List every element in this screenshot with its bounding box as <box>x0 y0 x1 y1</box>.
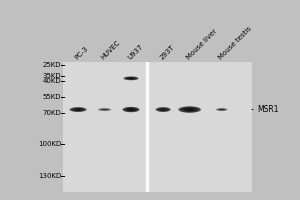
Ellipse shape <box>156 107 171 112</box>
Ellipse shape <box>124 77 139 80</box>
Ellipse shape <box>160 109 166 110</box>
Ellipse shape <box>103 109 106 110</box>
Ellipse shape <box>162 109 164 110</box>
Ellipse shape <box>218 109 225 110</box>
Ellipse shape <box>103 109 106 110</box>
Ellipse shape <box>187 109 193 110</box>
Ellipse shape <box>220 109 223 110</box>
Text: Mouse testis: Mouse testis <box>218 25 253 60</box>
Ellipse shape <box>183 108 196 111</box>
Ellipse shape <box>76 109 80 110</box>
Ellipse shape <box>130 109 132 110</box>
Ellipse shape <box>124 107 138 112</box>
Ellipse shape <box>126 108 136 111</box>
Ellipse shape <box>129 78 133 79</box>
Ellipse shape <box>101 109 108 110</box>
Ellipse shape <box>220 109 224 110</box>
Ellipse shape <box>100 109 109 110</box>
Ellipse shape <box>74 108 82 111</box>
Ellipse shape <box>188 109 191 110</box>
Ellipse shape <box>216 108 227 111</box>
Ellipse shape <box>219 109 224 110</box>
Ellipse shape <box>99 108 110 111</box>
Ellipse shape <box>178 106 201 113</box>
Ellipse shape <box>98 108 111 111</box>
Ellipse shape <box>126 77 136 80</box>
Ellipse shape <box>129 109 133 110</box>
Text: 55KD: 55KD <box>43 94 61 100</box>
Ellipse shape <box>73 108 83 111</box>
Ellipse shape <box>127 108 135 111</box>
Ellipse shape <box>75 109 81 110</box>
Ellipse shape <box>161 109 165 110</box>
Ellipse shape <box>71 108 85 111</box>
Text: MSR1: MSR1 <box>258 105 279 114</box>
Ellipse shape <box>77 109 80 110</box>
Ellipse shape <box>217 108 227 111</box>
Ellipse shape <box>163 109 164 110</box>
Ellipse shape <box>78 109 79 110</box>
Text: Mouse liver: Mouse liver <box>185 28 218 60</box>
Text: U937: U937 <box>127 43 144 60</box>
Ellipse shape <box>184 108 195 111</box>
Text: 70KD: 70KD <box>42 110 61 116</box>
Ellipse shape <box>216 108 227 111</box>
Ellipse shape <box>189 109 190 110</box>
Ellipse shape <box>99 109 110 111</box>
Ellipse shape <box>70 107 87 112</box>
Ellipse shape <box>185 108 194 111</box>
Ellipse shape <box>178 106 201 113</box>
Ellipse shape <box>181 107 199 112</box>
Ellipse shape <box>160 108 167 111</box>
Ellipse shape <box>156 107 171 112</box>
Ellipse shape <box>221 109 223 110</box>
Ellipse shape <box>127 77 135 79</box>
Ellipse shape <box>218 109 226 110</box>
Ellipse shape <box>179 107 200 112</box>
Ellipse shape <box>101 109 108 110</box>
Ellipse shape <box>124 77 138 80</box>
Ellipse shape <box>217 109 226 111</box>
Text: 25KD: 25KD <box>43 62 61 68</box>
Ellipse shape <box>128 78 135 79</box>
Ellipse shape <box>125 77 137 80</box>
Ellipse shape <box>70 107 87 112</box>
Text: PC-3: PC-3 <box>74 45 89 60</box>
Text: HUVEC: HUVEC <box>100 39 122 60</box>
Text: 293T: 293T <box>159 44 175 60</box>
Ellipse shape <box>102 109 107 110</box>
Ellipse shape <box>128 78 134 79</box>
Ellipse shape <box>72 108 84 111</box>
Ellipse shape <box>128 109 134 111</box>
Text: 35KD: 35KD <box>43 73 61 79</box>
Ellipse shape <box>122 107 140 112</box>
Ellipse shape <box>158 108 168 111</box>
Ellipse shape <box>123 107 139 112</box>
Text: 130KD: 130KD <box>38 173 61 179</box>
Ellipse shape <box>130 78 132 79</box>
Ellipse shape <box>98 108 111 111</box>
Ellipse shape <box>125 108 137 111</box>
Ellipse shape <box>159 108 167 111</box>
Ellipse shape <box>182 107 197 112</box>
Ellipse shape <box>156 107 170 112</box>
Ellipse shape <box>70 107 86 112</box>
Text: 100KD: 100KD <box>38 141 61 147</box>
Ellipse shape <box>130 109 131 110</box>
Ellipse shape <box>124 77 139 80</box>
Ellipse shape <box>157 108 169 111</box>
Ellipse shape <box>122 107 140 112</box>
Text: 40KD: 40KD <box>43 78 61 84</box>
